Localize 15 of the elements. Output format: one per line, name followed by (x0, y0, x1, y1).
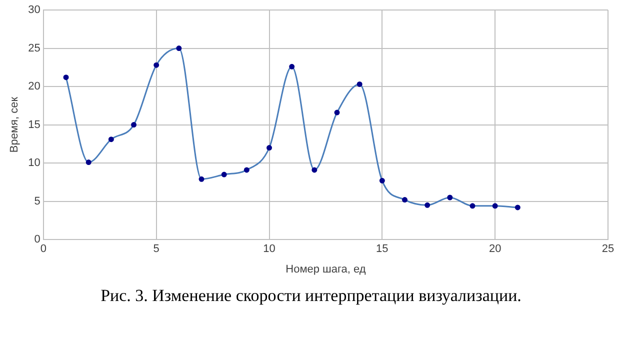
x-tick-label: 5 (153, 243, 160, 256)
y-tick-label: 25 (28, 42, 40, 54)
y-tick-label: 20 (28, 80, 40, 93)
x-axis-title: Номер шага, ед (286, 263, 366, 276)
y-tick-label: 0 (34, 234, 40, 246)
y-tick-label: 5 (34, 195, 40, 208)
y-axis-title: Время, сек (8, 96, 21, 153)
x-tick-label: 20 (488, 243, 502, 256)
y-tick-label: 10 (28, 157, 40, 170)
y-tick-label: 15 (28, 118, 40, 131)
x-tick-label: 25 (602, 243, 614, 256)
text: Рис. 3. Изменение скорости интерпретации визуализации. (100, 286, 522, 306)
x-tick-label: 10 (263, 243, 276, 256)
y-tick-label: 30 (28, 4, 40, 16)
x-tick-label: 15 (376, 243, 388, 256)
